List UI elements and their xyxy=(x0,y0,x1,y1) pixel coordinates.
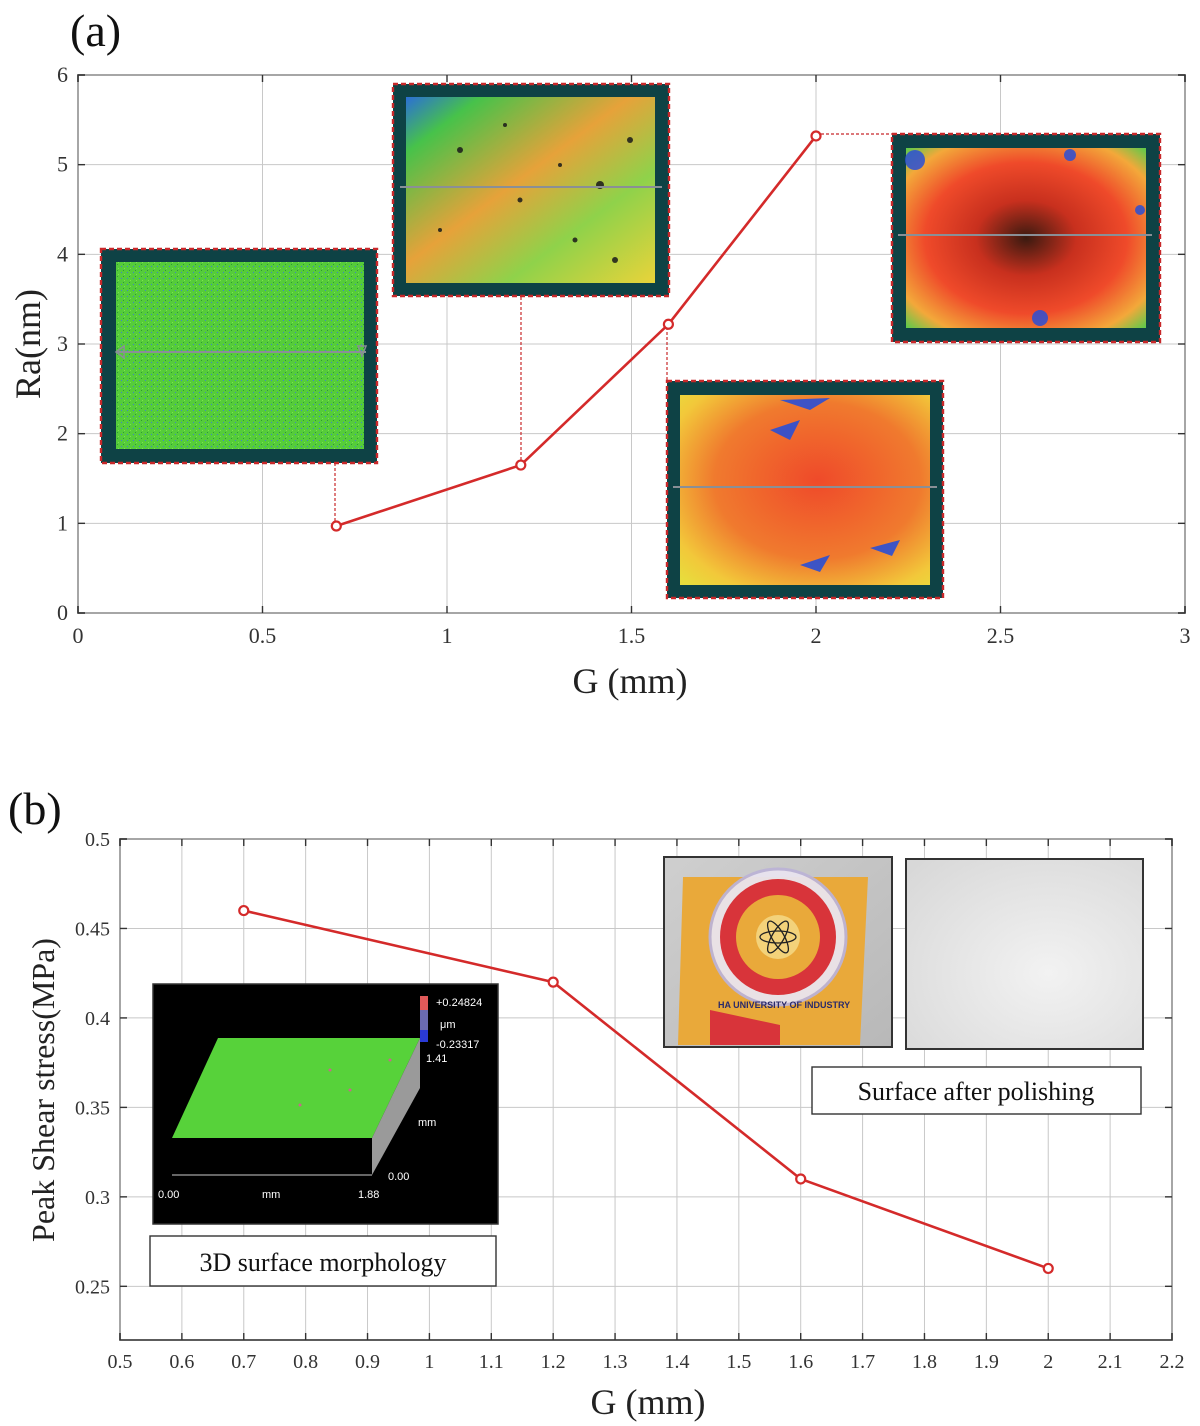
z-max: 1.41 xyxy=(426,1053,447,1065)
y-tick-label: 0.5 xyxy=(85,829,110,851)
scale-min: -0.23317 xyxy=(436,1039,479,1051)
y-tick-label: 5 xyxy=(57,152,68,177)
x-axis-label-b: G (mm) xyxy=(591,1382,706,1422)
data-point xyxy=(330,520,342,532)
x-tick-label: 1 xyxy=(424,1351,434,1373)
y-axis-label-a: Ra(nm) xyxy=(8,289,48,399)
x-end: 1.88 xyxy=(358,1189,379,1201)
x-tick-label: 1.1 xyxy=(479,1351,504,1373)
data-point xyxy=(1042,1262,1054,1275)
x-tick-label: 2.2 xyxy=(1160,1351,1185,1373)
x-axis-label-a: G (mm) xyxy=(573,661,688,701)
data-point xyxy=(515,459,527,471)
x-tick-label: 2.1 xyxy=(1098,1351,1123,1373)
photo-text: HA UNIVERSITY OF INDUSTRY xyxy=(718,1000,850,1010)
atom-icon xyxy=(759,920,797,954)
x-tick-label: 0.7 xyxy=(231,1351,256,1373)
y-tick-label: 0.25 xyxy=(75,1276,110,1298)
inset-surface-map-4 xyxy=(890,132,1162,344)
x-tick-label: 3 xyxy=(1180,623,1191,648)
series-ra xyxy=(330,130,822,532)
x-tick-label: 1.9 xyxy=(974,1351,999,1373)
x-tick-label: 0.8 xyxy=(293,1351,318,1373)
ticks-a: 0 0.5 1 1.5 2 2.5 3 0 1 2 3 4 5 6 xyxy=(57,62,1191,648)
x-tick-label: 0.5 xyxy=(108,1351,133,1373)
data-point xyxy=(795,1173,807,1185)
x-tick-label: 0.9 xyxy=(355,1351,380,1373)
caption-morphology-box: 3D surface morphology xyxy=(149,1235,497,1287)
x-tick-label: 1.8 xyxy=(912,1351,937,1373)
y-tick-label: 0 xyxy=(57,600,68,625)
scale-max: +0.24824 xyxy=(436,997,482,1009)
panel-b: (b) 0.5 0.6 0.7 0.8 0.9 1 1.1 1.2 1.3 1.4 1.5 1.6 1.… xyxy=(8,783,1185,1422)
x-tick-label: 1.5 xyxy=(726,1351,751,1373)
x-tick-label: 1.3 xyxy=(603,1351,628,1373)
x-tick-label: 1.2 xyxy=(541,1351,566,1373)
x-tick-label: 0 xyxy=(73,623,84,648)
caption-morphology: 3D surface morphology xyxy=(200,1248,447,1277)
series-line xyxy=(243,909,1049,1270)
inset-photo-polished xyxy=(905,858,1144,1050)
surface-plane-icon xyxy=(172,1038,420,1138)
x-tick-label: 1.5 xyxy=(618,623,646,648)
inset-photo-sample: HA UNIVERSITY OF INDUSTRY xyxy=(663,856,893,1048)
x-tick-label: 1.7 xyxy=(850,1351,875,1373)
x-tick-label: 0.6 xyxy=(169,1351,194,1373)
z-unit: mm xyxy=(418,1117,436,1129)
y-tick-label: 3 xyxy=(57,331,68,356)
y-tick-label: 2 xyxy=(57,421,68,446)
surface-map-mixed-icon xyxy=(406,97,655,283)
inset-3d-morphology: +0.24824 μm -0.23317 1.41 mm 0.00 0.00 m… xyxy=(152,983,499,1225)
y-tick-label: 1 xyxy=(57,510,68,535)
inset-surface-map-2 xyxy=(391,82,671,298)
inset-surface-map-3 xyxy=(665,379,945,600)
x-tick-label: 2.5 xyxy=(987,623,1015,648)
scale-unit: μm xyxy=(440,1019,456,1031)
data-point xyxy=(810,130,822,142)
x-tick-label: 1.4 xyxy=(664,1351,689,1373)
z-min: 0.00 xyxy=(388,1171,409,1183)
surface-map-green-icon xyxy=(116,262,364,449)
panel-a: (a) 0 0.5 1 1.5 2 2.5 3 0 1 2 3 4 5 6 xyxy=(8,5,1191,701)
x-tick-label: 2 xyxy=(1043,1351,1053,1373)
data-point xyxy=(238,904,250,917)
x-tick-label: 2 xyxy=(811,623,822,648)
x-tick-label: 1.6 xyxy=(788,1351,813,1373)
inset-surface-map-1 xyxy=(99,247,379,465)
panel-a-label: (a) xyxy=(70,5,121,56)
data-point xyxy=(662,318,675,330)
caption-polishing-box: Surface after polishing xyxy=(811,1066,1142,1115)
y-tick-label: 0.4 xyxy=(85,1008,110,1030)
series-peak-shear-stress xyxy=(238,904,1054,1275)
y-axis-label-b: Peak Shear stress(MPa) xyxy=(25,938,61,1242)
y-tick-label: 0.3 xyxy=(85,1187,110,1209)
caption-polishing: Surface after polishing xyxy=(858,1077,1095,1106)
y-tick-label: 6 xyxy=(57,62,68,87)
data-point xyxy=(547,976,559,988)
surface-map-red-dark-icon xyxy=(906,148,1146,328)
series-line xyxy=(335,135,818,528)
inset-leader-lines xyxy=(334,133,892,526)
x-tick-label: 0.5 xyxy=(249,623,277,648)
surface-map-red-yellow-icon xyxy=(680,395,930,585)
panel-b-label: (b) xyxy=(8,783,62,834)
y-tick-label: 0.45 xyxy=(75,918,110,940)
ticks-b: 0.5 0.6 0.7 0.8 0.9 1 1.1 1.2 1.3 1.4 1.5 1.6 1.7 1.8… xyxy=(75,829,1185,1373)
y-tick-label: 0.35 xyxy=(75,1097,110,1119)
y-tick-label: 4 xyxy=(57,241,68,266)
x-start: 0.00 xyxy=(158,1189,179,1201)
x-unit: mm xyxy=(262,1189,280,1201)
x-tick-label: 1 xyxy=(442,623,453,648)
